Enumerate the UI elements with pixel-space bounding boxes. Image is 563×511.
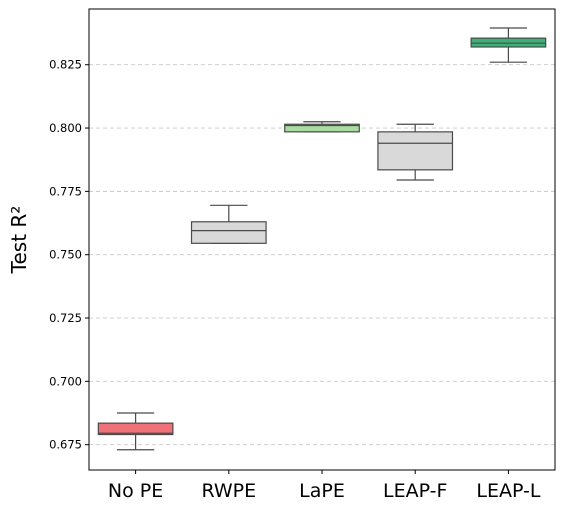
box-leap-l bbox=[470, 27, 547, 63]
x-tick-label: LEAP-L bbox=[476, 480, 540, 502]
y-tick-label: 0.825 bbox=[49, 58, 82, 72]
box-iqr bbox=[284, 123, 360, 133]
box-series bbox=[97, 27, 547, 451]
y-tick-label: 0.800 bbox=[49, 121, 82, 135]
y-axis-ticks: 0.675 0.700 0.725 0.750 0.775 0.800 0.825 bbox=[49, 58, 89, 452]
box-leap-f bbox=[377, 123, 454, 181]
y-tick-label: 0.750 bbox=[49, 248, 82, 262]
y-tick-label: 0.675 bbox=[49, 438, 82, 452]
box-iqr bbox=[190, 221, 267, 244]
y-tick-label: 0.775 bbox=[49, 184, 82, 198]
box-no-pe bbox=[97, 412, 174, 451]
x-tick-label: RWPE bbox=[201, 480, 256, 502]
plot-frame bbox=[88, 8, 556, 471]
x-tick-label: No PE bbox=[108, 480, 163, 502]
y-tick-label: 0.725 bbox=[49, 311, 82, 325]
x-tick-label: LEAP-F bbox=[383, 480, 447, 502]
box-rwpe bbox=[190, 204, 267, 244]
box-iqr bbox=[377, 131, 454, 171]
box-iqr bbox=[97, 422, 174, 436]
y-axis-label: Test R² bbox=[7, 206, 31, 275]
y-tick-label: 0.700 bbox=[49, 374, 82, 388]
x-axis-ticks: No PE RWPE LaPE LEAP-F LEAP-L bbox=[108, 470, 541, 502]
box-iqr bbox=[470, 37, 547, 48]
box-lape bbox=[284, 121, 360, 133]
x-tick-label: LaPE bbox=[299, 480, 345, 502]
